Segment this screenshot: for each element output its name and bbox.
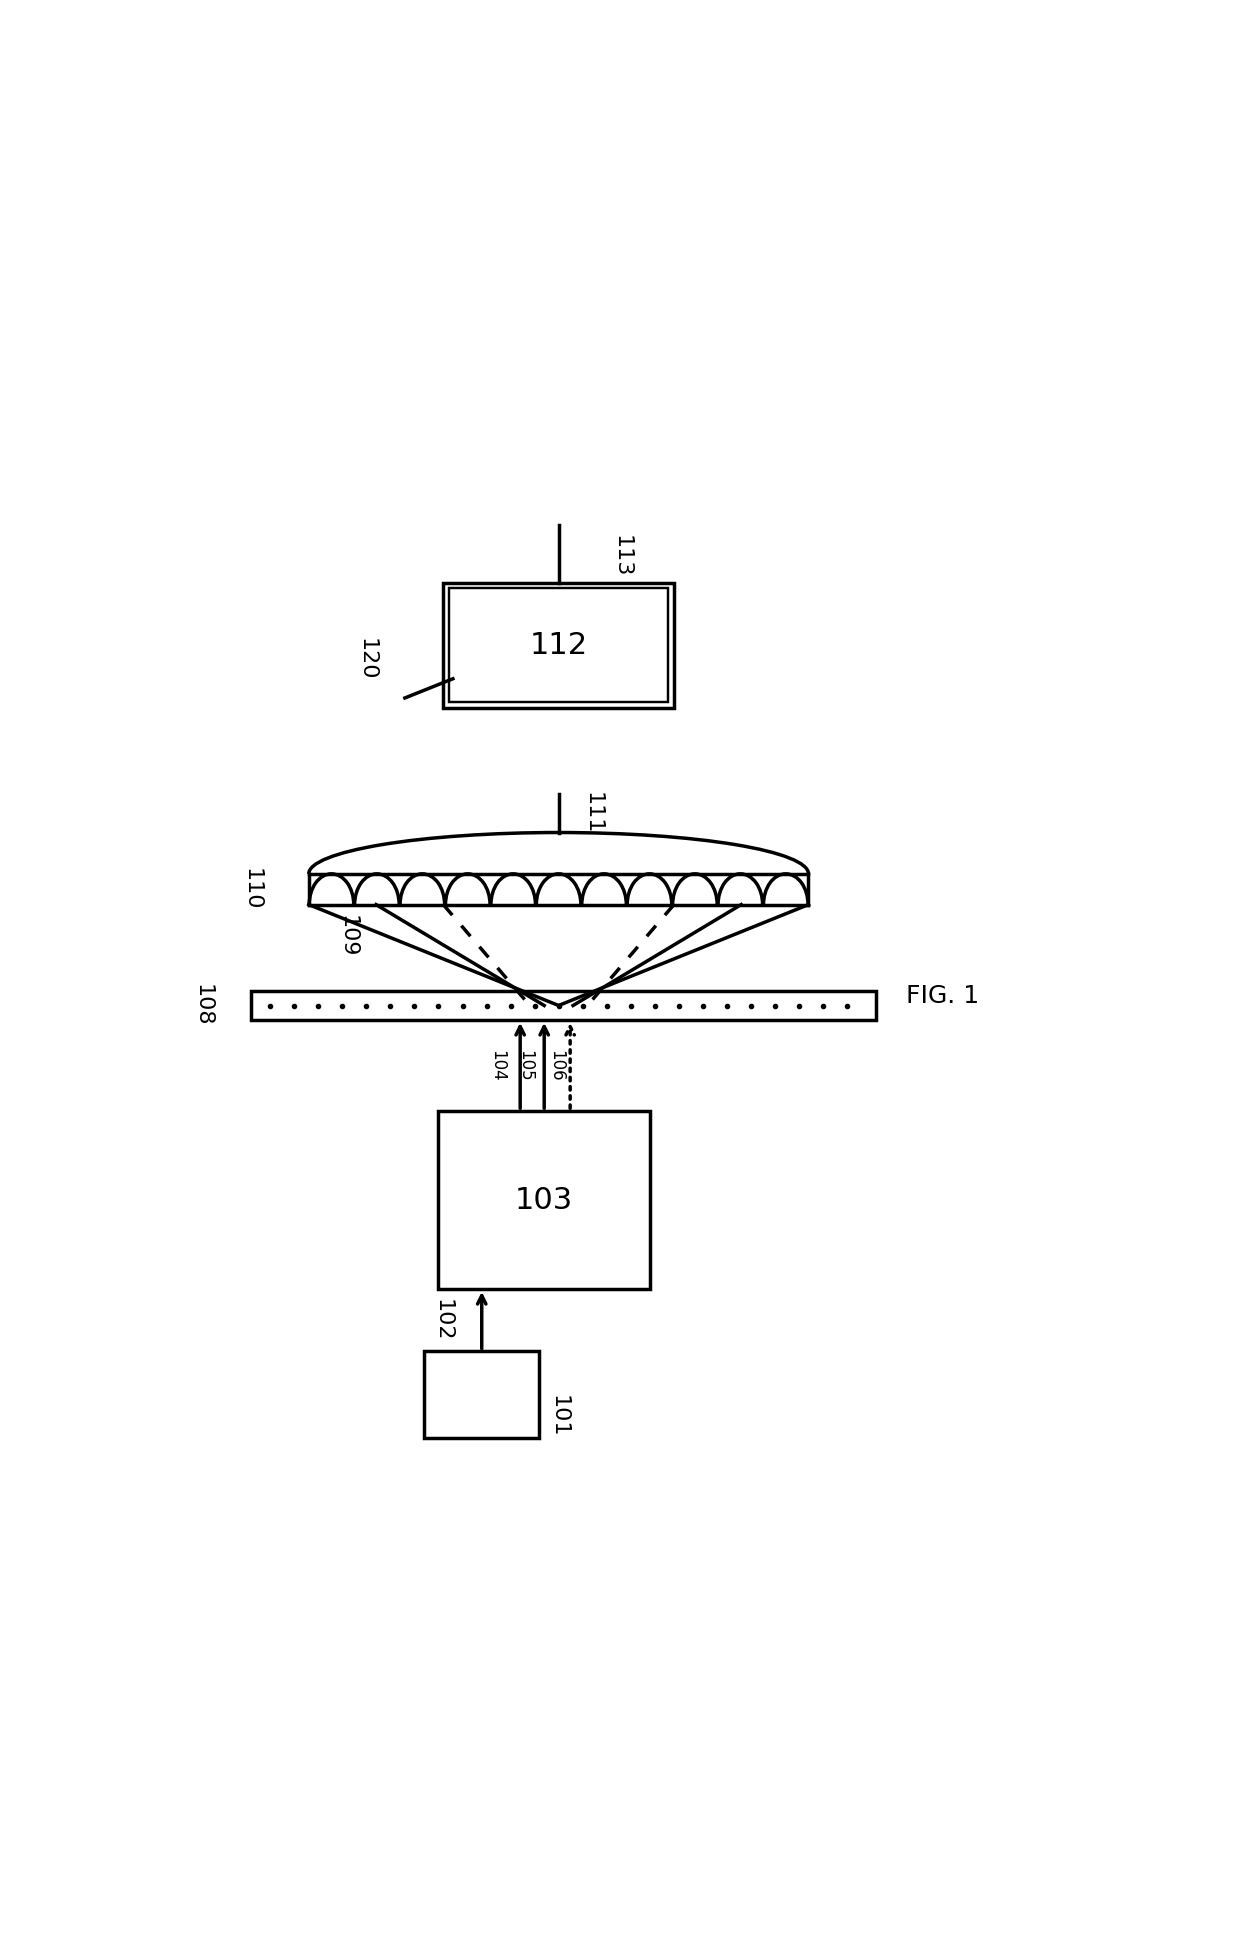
Text: 104: 104 [487,1050,506,1081]
Text: 110: 110 [241,868,262,911]
Bar [424,1352,539,1439]
Bar [250,990,875,1019]
Text: 112: 112 [529,630,588,659]
Text: 105: 105 [517,1050,534,1081]
Bar [439,1112,650,1288]
Text: FIG. 1: FIG. 1 [906,984,980,1008]
Text: 103: 103 [515,1186,573,1215]
Bar [449,588,668,702]
Text: 109: 109 [337,915,357,957]
Text: 102: 102 [433,1300,453,1342]
Text: 108: 108 [193,984,213,1027]
Text: 101: 101 [549,1396,569,1439]
Bar [444,582,675,708]
Text: 111: 111 [583,793,603,834]
Text: 113: 113 [611,534,631,576]
Text: 106: 106 [547,1050,565,1081]
Text: 120: 120 [356,638,377,681]
